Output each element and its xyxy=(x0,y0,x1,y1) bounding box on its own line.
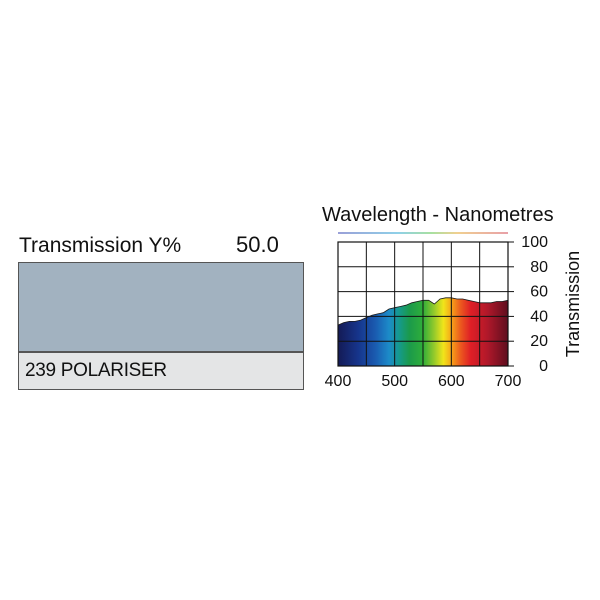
x-tick-label: 500 xyxy=(381,373,408,390)
x-tick-label: 700 xyxy=(495,373,522,390)
transmission-curve xyxy=(337,297,509,326)
chart-title: Wavelength - Nanometres xyxy=(322,204,554,226)
y-axis-label: Transmission xyxy=(563,251,583,357)
transmission-chart: 400 500 600 700 0 20 40 60 80 100 Transmission xyxy=(325,232,583,390)
y-tick-label: 80 xyxy=(530,259,548,276)
y-tick-label: 100 xyxy=(521,234,548,251)
spectrum-strip xyxy=(338,232,508,234)
filter-name: 239 POLARISER xyxy=(25,360,167,381)
x-tick-label: 400 xyxy=(325,373,352,390)
y-tick-label: 60 xyxy=(530,284,548,301)
filter-name-box: 239 POLARISER xyxy=(18,352,304,390)
x-tick-label: 600 xyxy=(438,373,465,390)
filter-color-swatch xyxy=(18,262,304,352)
y-tick-label: 40 xyxy=(530,308,548,325)
transmission-label: Transmission Y% xyxy=(19,234,182,257)
transmission-value: 50.0 xyxy=(236,232,279,257)
plot-frame xyxy=(337,241,509,367)
y-tick-label: 0 xyxy=(539,358,548,375)
y-tick-label: 20 xyxy=(530,333,548,350)
